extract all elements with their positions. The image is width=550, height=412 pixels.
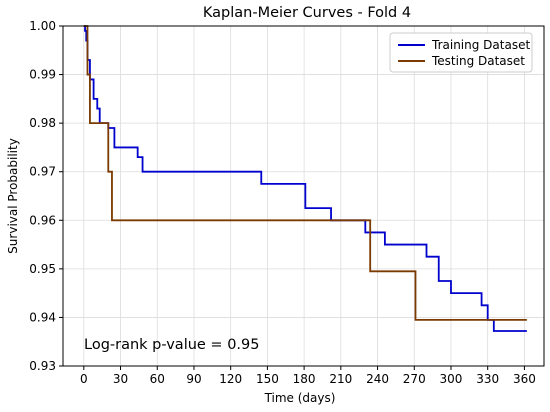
x-tick-label: 120	[219, 372, 242, 386]
y-tick-label: 0.95	[29, 262, 56, 276]
y-tick-label: 0.97	[29, 165, 56, 179]
x-tick-label: 330	[476, 372, 499, 386]
x-tick-label: 90	[186, 372, 201, 386]
legend: Training Dataset Testing Dataset	[389, 32, 533, 73]
legend-frame	[389, 32, 533, 73]
x-tick-label: 150	[256, 372, 279, 386]
x-tick-label: 60	[150, 372, 165, 386]
y-tick-label: 0.94	[29, 310, 56, 324]
series-line-training	[83, 25, 527, 332]
chart-title: Kaplan-Meier Curves - Fold 4	[203, 5, 411, 21]
y-tick-label: 0.99	[29, 68, 56, 82]
logrank-annotation: Log-rank p-value = 0.95	[84, 337, 259, 353]
x-tick-label: 30	[113, 372, 128, 386]
x-tick-label: 180	[293, 372, 316, 386]
x-tick-label: 210	[329, 372, 352, 386]
y-tick-label: 0.93	[29, 359, 56, 373]
y-axis-label: Survival Probability	[6, 138, 20, 254]
legend-label-training: Training Dataset	[431, 38, 530, 52]
y-tick-label: 1.00	[29, 19, 56, 33]
tick-layer: 0 30 60 90 120 150 180 210 240 270 300 330 360 0.93 0.…	[29, 19, 536, 386]
series-line-testing	[83, 25, 527, 321]
x-tick-label: 240	[366, 372, 389, 386]
x-tick-label: 360	[513, 372, 536, 386]
plot-frame	[62, 25, 545, 367]
series-layer	[83, 25, 527, 332]
x-tick-label: 300	[440, 372, 463, 386]
y-tick-label: 0.96	[29, 213, 56, 227]
grid-layer	[63, 25, 544, 367]
x-axis-label: Time (days)	[264, 391, 336, 405]
x-tick-label: 270	[403, 372, 426, 386]
legend-label-testing: Testing Dataset	[431, 54, 525, 68]
y-tick-label: 0.98	[29, 116, 56, 130]
x-tick-label: 0	[80, 372, 88, 386]
